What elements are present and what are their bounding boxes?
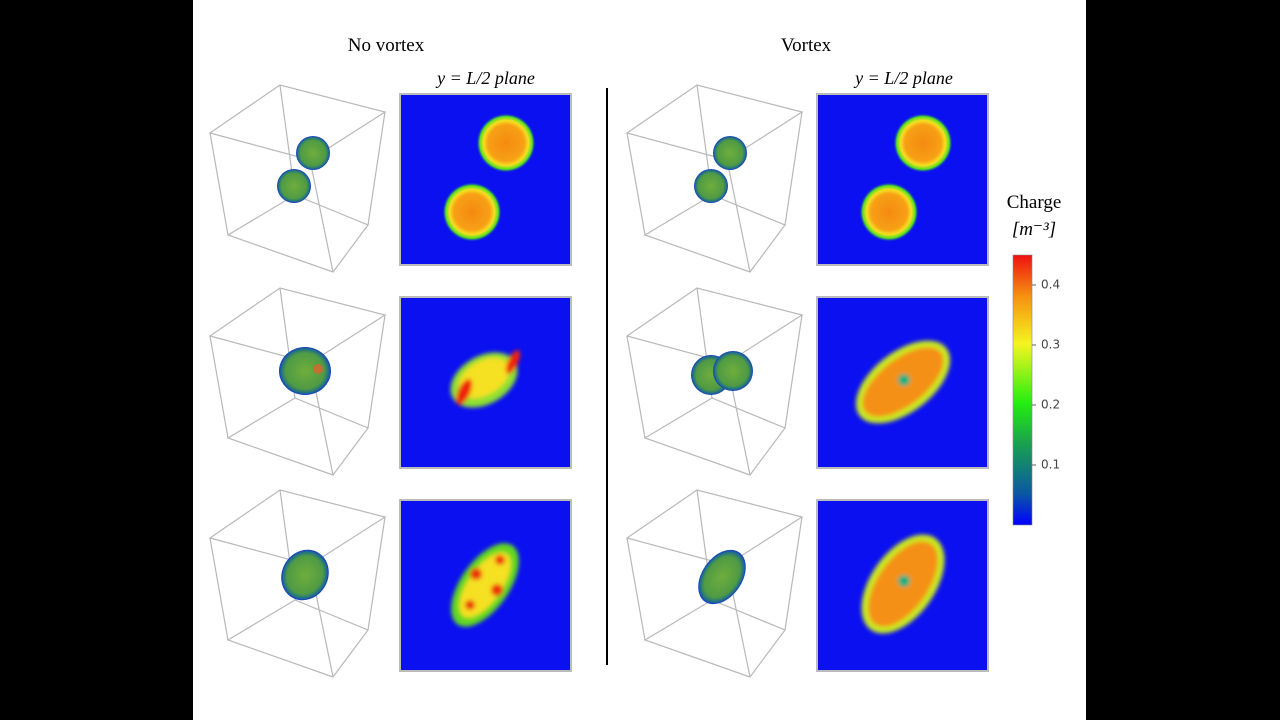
colorbar [1012,254,1033,526]
slice-plot [399,93,989,672]
tick-label: 0.3 [1041,338,1060,352]
tick-label: 0.4 [1041,278,1060,292]
colorbar-title: Charge [1007,192,1062,213]
tick-label: 0.2 [1041,398,1060,412]
cube-plot [209,84,803,678]
slice-label: y = L/2 plane [435,68,535,88]
tick-label: 0.1 [1041,458,1060,472]
column-title: Vortex [781,35,832,56]
column-title: No vortex [348,35,425,56]
colorbar-unit: [m⁻³] [1012,219,1056,240]
slice-label: y = L/2 plane [853,68,953,88]
